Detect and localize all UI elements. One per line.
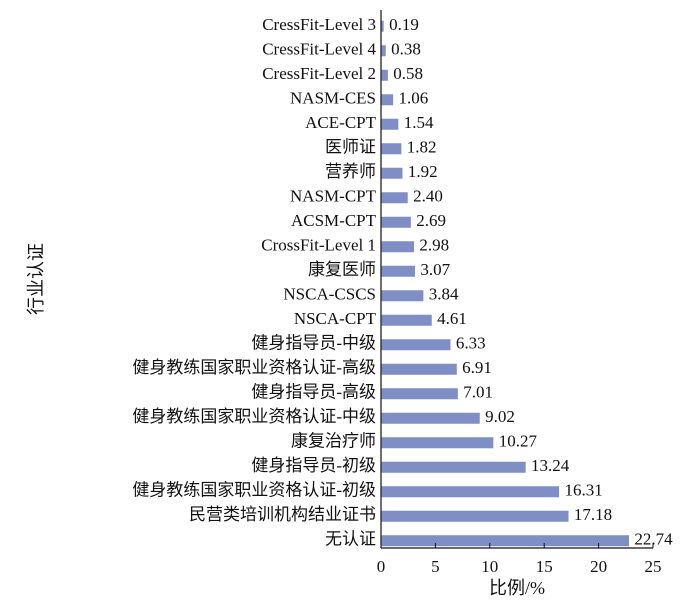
value-label: 2.69	[416, 211, 446, 230]
category-label: CressFit-Level 3	[262, 15, 376, 34]
value-label: 0.38	[391, 40, 421, 59]
axes	[380, 10, 653, 549]
bar	[381, 510, 569, 522]
category-label: CressFit-Level 2	[262, 64, 376, 83]
category-label: ACE-CPT	[305, 113, 376, 132]
value-label: 1.54	[404, 113, 434, 132]
value-label: 1.92	[408, 162, 438, 181]
category-label: NSCA-CSCS	[283, 285, 376, 304]
value-label: 6.33	[456, 334, 486, 353]
bar	[381, 192, 408, 204]
category-label: 健身指导员-初级	[251, 456, 376, 475]
bar	[381, 314, 432, 326]
bar	[381, 535, 630, 547]
category-label: NSCA-CPT	[294, 309, 377, 328]
value-label: 10.27	[499, 432, 538, 451]
category-label: NASM-CPT	[290, 187, 377, 206]
bar	[381, 461, 526, 473]
bar	[381, 94, 394, 106]
value-label: 0.58	[393, 64, 423, 83]
bar	[381, 20, 384, 32]
category-label: ACSM-CPT	[291, 211, 377, 230]
category-label: CressFit-Level 4	[262, 40, 376, 59]
category-label: CrossFit-Level 1	[261, 236, 376, 255]
x-tick-label: 20	[590, 557, 607, 576]
value-label: 1.82	[407, 138, 437, 157]
category-labels: CressFit-Level 3 CressFit-Level 4 CressFit…	[132, 15, 376, 549]
bar	[381, 339, 451, 351]
value-label: 16.31	[564, 481, 602, 500]
bar	[381, 290, 424, 302]
value-label: 4.61	[437, 309, 467, 328]
bars	[381, 20, 630, 547]
value-label: 1.06	[399, 89, 429, 108]
bar	[381, 45, 386, 57]
value-label: 22.74	[634, 530, 673, 549]
bar	[381, 265, 416, 277]
category-label: 健身指导员-中级	[251, 334, 376, 353]
value-label: 2.40	[413, 187, 443, 206]
bar	[381, 143, 402, 155]
category-label: 康复医师	[308, 260, 376, 279]
bar	[381, 69, 388, 81]
x-tick-label: 0	[377, 557, 386, 576]
category-label: 健身教练国家职业资格认证-初级	[132, 481, 376, 500]
value-label: 0.19	[389, 15, 419, 34]
category-label: 营养师	[325, 162, 376, 181]
x-tick-label: 15	[536, 557, 553, 576]
bar	[381, 167, 403, 179]
bar	[381, 388, 458, 400]
x-axis-title: 比例/%	[489, 578, 545, 598]
bar	[381, 437, 494, 449]
bar	[381, 241, 415, 253]
category-label: 健身教练国家职业资格认证-高级	[132, 358, 376, 377]
value-labels: 0.19 0.38 0.58 1.06 1.54 1.82 1.92 2.40 2.69 2.98…	[389, 15, 673, 549]
x-ticks: 0 5 10 15 20 25	[377, 543, 662, 576]
value-label: 6.91	[462, 358, 492, 377]
category-label: 健身教练国家职业资格认证-中级	[132, 407, 376, 426]
category-label: 无认证	[325, 530, 376, 549]
x-tick-label: 5	[431, 557, 440, 576]
bar	[381, 118, 399, 130]
bar	[381, 363, 457, 375]
value-label: 7.01	[463, 383, 493, 402]
category-label: 医师证	[325, 138, 376, 157]
category-label: 健身指导员-高级	[251, 383, 376, 402]
bar	[381, 216, 411, 228]
y-axis-title: 行业认证	[26, 243, 46, 315]
x-tick-label: 25	[645, 557, 662, 576]
category-label: 康复治疗师	[291, 432, 376, 451]
bar	[381, 486, 560, 498]
bar	[381, 412, 480, 424]
category-label: NASM-CES	[290, 89, 376, 108]
category-label: 民营类培训机构结业证书	[189, 505, 376, 524]
value-label: 17.18	[574, 505, 612, 524]
value-label: 2.98	[419, 236, 449, 255]
value-label: 3.07	[420, 260, 450, 279]
value-label: 13.24	[531, 456, 570, 475]
value-label: 3.84	[429, 285, 459, 304]
x-tick-label: 10	[481, 557, 498, 576]
value-label: 9.02	[485, 407, 515, 426]
